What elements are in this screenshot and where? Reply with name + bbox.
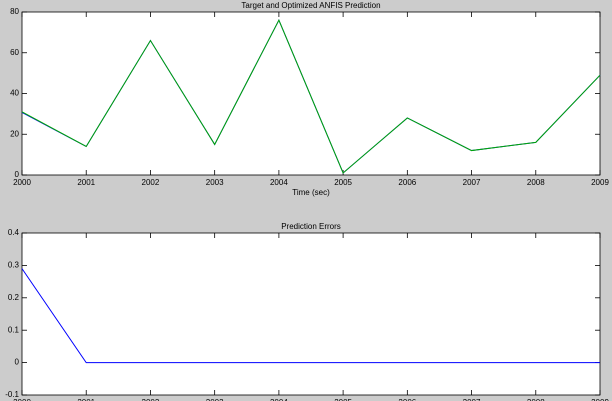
x-tick-label: 2000 bbox=[13, 178, 31, 187]
x-tick-label: 2009 bbox=[591, 398, 609, 401]
x-tick-label: 2004 bbox=[270, 178, 288, 187]
y-tick-label: 0.4 bbox=[8, 228, 20, 237]
chart-title: Prediction Errors bbox=[281, 222, 341, 231]
y-tick-label: 0 bbox=[15, 170, 20, 179]
plot-area bbox=[21, 232, 601, 396]
x-tick-label: 2003 bbox=[206, 178, 224, 187]
plot-area bbox=[21, 11, 601, 176]
x-tick-label: 2006 bbox=[398, 398, 416, 401]
x-tick-label: 2005 bbox=[334, 398, 352, 401]
x-tick-label: 2003 bbox=[206, 398, 224, 401]
y-tick-label: 0 bbox=[15, 358, 20, 367]
x-tick-label: 2002 bbox=[142, 178, 160, 187]
x-tick-label: 2001 bbox=[77, 178, 95, 187]
y-tick-label: 0.3 bbox=[8, 261, 20, 270]
x-tick-label: 2006 bbox=[398, 178, 416, 187]
x-tick-label: 2004 bbox=[270, 398, 288, 401]
x-tick-label: 2008 bbox=[527, 178, 545, 187]
y-tick-label: 60 bbox=[10, 48, 19, 57]
chart-title: Target and Optimized ANFIS Prediction bbox=[241, 1, 380, 10]
x-tick-label: 2007 bbox=[463, 178, 481, 187]
y-tick-label: -0.1 bbox=[5, 390, 19, 399]
x-tick-label: 2000 bbox=[13, 398, 31, 401]
x-tick-label: 2009 bbox=[591, 178, 609, 187]
y-tick-label: 80 bbox=[10, 7, 19, 16]
y-tick-label: 20 bbox=[10, 129, 19, 138]
x-axis-label: Time (sec) bbox=[292, 188, 330, 197]
data-line bbox=[21, 18, 601, 174]
x-tick-label: 2008 bbox=[527, 398, 545, 401]
y-tick-label: 0.2 bbox=[8, 293, 20, 302]
data-line bbox=[21, 268, 600, 364]
x-tick-label: 2005 bbox=[334, 178, 352, 187]
x-tick-label: 2002 bbox=[142, 398, 160, 401]
x-tick-label: 2001 bbox=[77, 398, 95, 401]
y-tick-label: 40 bbox=[10, 89, 19, 98]
y-tick-label: 0.1 bbox=[8, 325, 20, 334]
x-tick-label: 2007 bbox=[463, 398, 481, 401]
